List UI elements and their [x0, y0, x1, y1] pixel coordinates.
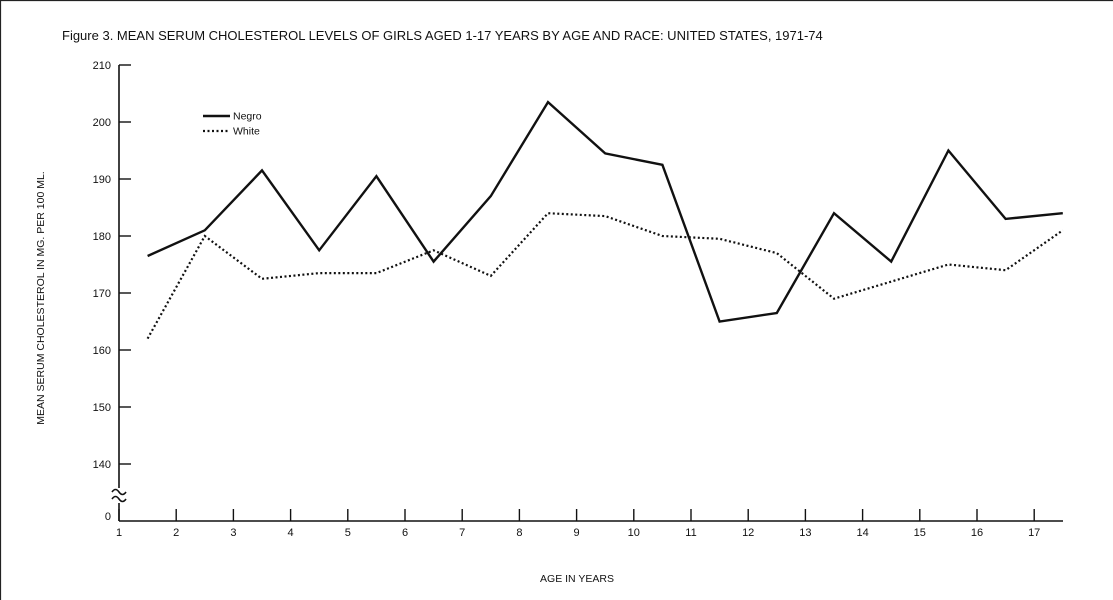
y-tick-label: 150 — [93, 402, 111, 414]
x-tick-label: 9 — [574, 527, 580, 539]
y-tick-label: 160 — [93, 345, 111, 357]
x-tick-label: 14 — [856, 527, 868, 539]
x-tick-label: 11 — [685, 527, 696, 539]
x-tick-label: 6 — [402, 527, 408, 539]
y-tick-label: 190 — [93, 174, 111, 186]
x-tick-label: 10 — [628, 527, 640, 539]
chart-title: Figure 3. MEAN SERUM CHOLESTEROL LEVELS … — [62, 28, 823, 43]
x-tick-label: 12 — [742, 527, 754, 539]
series-line-white — [146, 212, 1064, 340]
x-axis-title: AGE IN YEARS — [540, 573, 614, 585]
x-tick-label: 13 — [799, 527, 811, 539]
x-tick-label: 1 — [116, 527, 122, 539]
y-tick-label: 140 — [93, 459, 111, 471]
x-tick-label: 7 — [459, 527, 465, 539]
x-tick-label: 17 — [1028, 527, 1040, 539]
legend-label-white: White — [233, 126, 260, 138]
x-ticks: 1 2 3 4 5 6 7 8 9 10 11 12 13 14 15 16 17 — [116, 509, 1040, 539]
x-tick-label: 4 — [288, 527, 294, 539]
y-axis-title: MEAN SERUM CHOLESTEROL IN MG. PER 100 ML… — [35, 171, 47, 424]
legend: Negro White — [203, 111, 262, 138]
x-tick-label: 5 — [345, 527, 351, 539]
y-tick-label-zero: 0 — [105, 511, 111, 523]
x-tick-label: 15 — [914, 527, 926, 539]
series-line-negro — [147, 100, 1063, 323]
y-tick-label: 200 — [93, 117, 111, 129]
x-tick-label: 2 — [173, 527, 179, 539]
series-layer — [146, 100, 1064, 340]
y-ticks: 140 150 160 170 180 190 200 210 0 — [93, 60, 131, 523]
y-tick-label: 210 — [93, 60, 111, 72]
legend-label-negro: Negro — [233, 111, 262, 123]
x-tick-label: 8 — [516, 527, 522, 539]
x-tick-label: 16 — [971, 527, 983, 539]
y-tick-label: 170 — [93, 288, 111, 300]
x-tick-label: 3 — [230, 527, 236, 539]
y-axis-break-mark — [111, 488, 127, 503]
y-tick-label: 180 — [93, 231, 111, 243]
